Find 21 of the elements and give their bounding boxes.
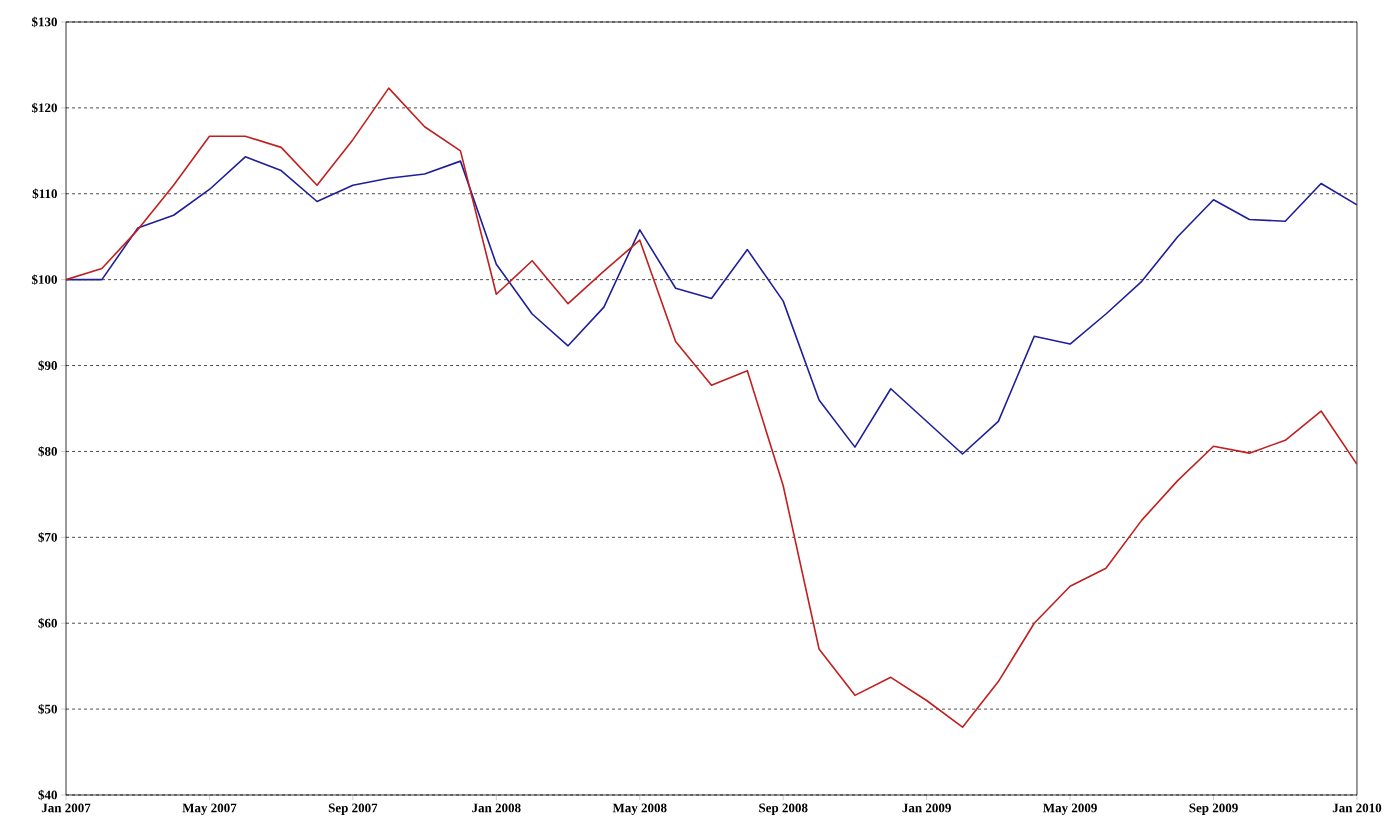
y-tick-label: $70 <box>38 532 57 543</box>
x-tick-label: Jan 2010 <box>1332 803 1382 813</box>
y-tick-label: $50 <box>38 703 57 715</box>
x-tick-label: Jan 2008 <box>472 803 521 813</box>
x-tick-label: Sep 2008 <box>759 803 808 815</box>
y-tick-label: $130 <box>31 16 57 28</box>
x-tick-label: Jan 2009 <box>902 803 951 813</box>
y-tick-label: $40 <box>38 789 57 801</box>
y-tick-label: $120 <box>31 102 57 114</box>
y-tick-label: $110 <box>32 188 57 199</box>
x-tick-label: May 2009 <box>1043 803 1097 815</box>
x-tick-label: May 2008 <box>612 803 667 815</box>
x-tick-label: May 2007 <box>182 803 237 815</box>
y-tick-label: $60 <box>38 618 57 629</box>
y-tick-label: $90 <box>38 360 57 371</box>
x-tick-label: Sep 2007 <box>328 803 378 815</box>
x-tick-label: Jan 2007 <box>41 803 91 813</box>
line-series <box>66 87 1357 728</box>
x-tick-label: Sep 2009 <box>1189 803 1238 815</box>
y-tick-label: $100 <box>31 274 57 285</box>
y-tick-label: $80 <box>38 446 57 457</box>
